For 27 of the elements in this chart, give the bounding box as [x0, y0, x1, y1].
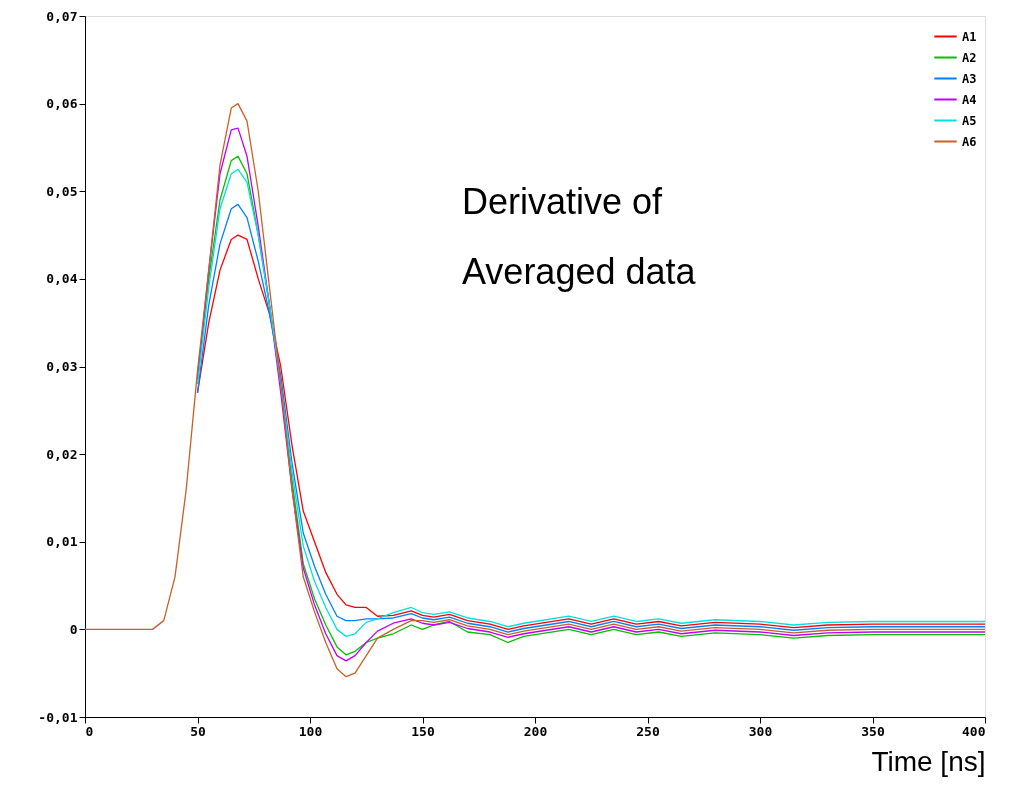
x-tick-label: 400	[962, 723, 986, 739]
line-series	[85, 102, 985, 678]
x-tick-label: 300	[748, 723, 773, 739]
y-tick-label: 0,01	[46, 534, 78, 550]
y-tick-label: 0,07	[46, 8, 78, 24]
legend-label: A4	[962, 92, 977, 107]
annotation: Derivative of Averaged data	[462, 181, 697, 292]
legend-label: A6	[962, 134, 977, 149]
legend-label: A3	[962, 71, 977, 86]
y-tick-label: 0,04	[46, 271, 78, 287]
x-tick-label: 150	[411, 723, 435, 739]
x-tick-label: 0	[85, 723, 94, 739]
y-tick-label: 0,06	[46, 96, 78, 112]
legend-label: A1	[962, 29, 977, 44]
y-tick-label: 0,02	[46, 446, 78, 462]
x-tick-label: 250	[636, 723, 660, 739]
x-tick-label: 200	[523, 723, 548, 739]
legend-label: A5	[962, 113, 977, 128]
y-tick-label: 0,03	[46, 359, 78, 374]
y-tick-label: -0,01	[38, 709, 78, 725]
x-tick-label: 100	[298, 723, 323, 739]
x-tick-label: 350	[861, 723, 885, 739]
y-tick-label: 0	[69, 621, 78, 637]
x-tick-label: 50	[190, 723, 206, 739]
legend-label: A2	[962, 50, 977, 65]
y-tick-label: 0,05	[46, 183, 78, 199]
x-axis-title: Time [ns]	[871, 745, 986, 777]
